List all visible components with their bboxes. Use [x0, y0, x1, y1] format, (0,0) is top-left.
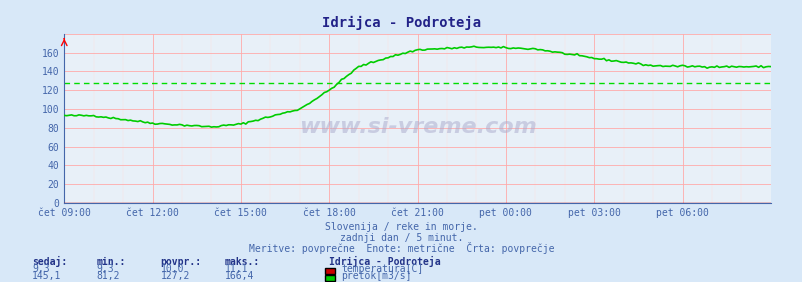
- Text: Slovenija / reke in morje.: Slovenija / reke in morje.: [325, 222, 477, 232]
- Text: 127,2: 127,2: [160, 271, 190, 281]
- Text: 10,0: 10,0: [160, 264, 184, 274]
- Text: 9,3: 9,3: [32, 264, 50, 274]
- Text: 11,1: 11,1: [225, 264, 248, 274]
- Text: 81,2: 81,2: [96, 271, 119, 281]
- Text: Idrijca - Podroteja: Idrijca - Podroteja: [322, 16, 480, 30]
- Text: maks.:: maks.:: [225, 257, 260, 267]
- Text: 145,1: 145,1: [32, 271, 62, 281]
- Text: pretok[m3/s]: pretok[m3/s]: [341, 271, 411, 281]
- Text: zadnji dan / 5 minut.: zadnji dan / 5 minut.: [339, 233, 463, 243]
- Text: Idrijca - Podroteja: Idrijca - Podroteja: [329, 256, 440, 267]
- Text: temperatura[C]: temperatura[C]: [341, 264, 423, 274]
- Text: povpr.:: povpr.:: [160, 257, 201, 267]
- Text: min.:: min.:: [96, 257, 126, 267]
- Text: Meritve: povprečne  Enote: metrične  Črta: povprečje: Meritve: povprečne Enote: metrične Črta:…: [249, 243, 553, 254]
- Text: 9,3: 9,3: [96, 264, 114, 274]
- Text: www.si-vreme.com: www.si-vreme.com: [298, 117, 536, 137]
- Text: sedaj:: sedaj:: [32, 256, 67, 267]
- Text: 166,4: 166,4: [225, 271, 254, 281]
